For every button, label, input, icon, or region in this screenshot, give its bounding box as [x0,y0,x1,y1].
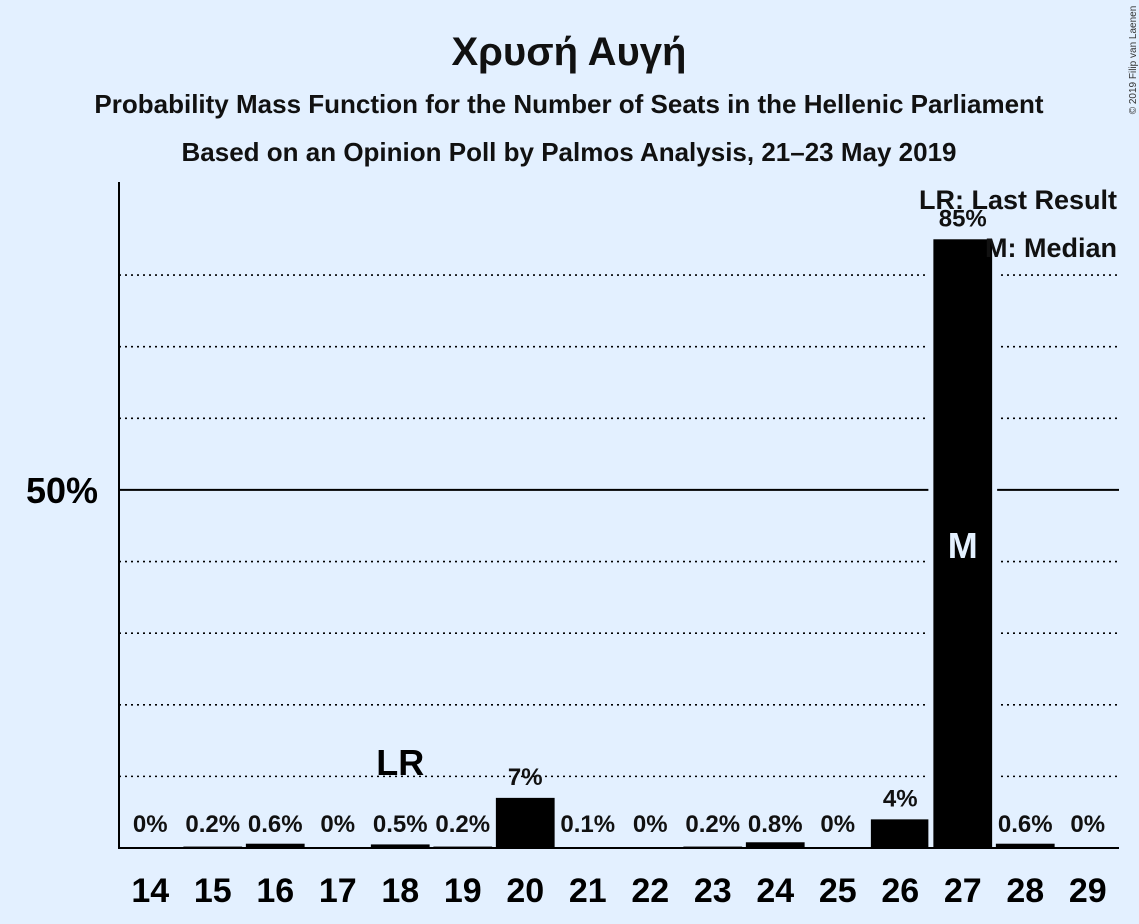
x-tick-label-26: 26 [881,872,919,910]
x-tick-label-25: 25 [819,872,857,910]
x-tick-label-17: 17 [319,872,357,910]
legend-last-result: LR: Last Result [919,185,1117,215]
legend-median: M: Median [985,233,1117,263]
data-label-14: 0% [133,811,168,838]
bar-16 [245,843,305,848]
bar-28 [995,843,1055,848]
bar-18 [370,844,430,848]
y-tick-label-50: 50% [26,470,98,511]
bar-26 [870,819,930,848]
bars [183,236,1055,848]
median-marker: M [948,525,978,566]
data-label-18: 0.5% [373,811,428,838]
x-tick-label-28: 28 [1006,872,1044,910]
chart-title: Χρυσή Αυγή [452,30,687,74]
data-label-29: 0% [1070,811,1105,838]
x-tick-label-14: 14 [131,872,169,910]
data-label-19: 0.2% [435,811,490,838]
x-tick-label-24: 24 [756,872,794,910]
x-tick-label-20: 20 [506,872,544,910]
chart-subtitle: Probability Mass Function for the Number… [94,89,1044,119]
x-tick-label-16: 16 [256,872,294,910]
bar-20 [495,797,555,848]
x-tick-label-23: 23 [694,872,732,910]
x-tick-label-21: 21 [569,872,607,910]
data-label-27: 85% [939,205,987,232]
last-result-marker: LR [376,742,424,783]
data-label-28: 0.6% [998,811,1053,838]
x-tick-label-19: 19 [444,872,482,910]
data-label-20: 7% [508,764,543,791]
data-label-17: 0% [320,811,355,838]
x-tick-label-27: 27 [944,872,982,910]
data-label-23: 0.2% [685,811,740,838]
x-tick-label-29: 29 [1069,872,1107,910]
data-label-25: 0% [820,811,855,838]
bar-27 [933,239,993,848]
data-label-16: 0.6% [248,811,303,838]
x-tick-label-18: 18 [381,872,419,910]
data-label-26: 4% [883,785,918,812]
labels: 14 0% 15 0.2% 16 0.6% 17 0% 18 0.5% LR 19 0.2% 20 7% 21… [131,205,1106,910]
copyright-note: © 2019 Filip van Laenen [1128,6,1139,115]
bar-24 [745,842,805,848]
data-label-15: 0.2% [185,811,240,838]
x-tick-label-15: 15 [194,872,232,910]
x-tick-label-22: 22 [631,872,669,910]
chart-subtitle-poll: Based on an Opinion Poll by Palmos Analy… [182,137,957,167]
data-label-21: 0.1% [560,811,615,838]
data-label-24: 0.8% [748,811,803,838]
data-label-22: 0% [633,811,668,838]
